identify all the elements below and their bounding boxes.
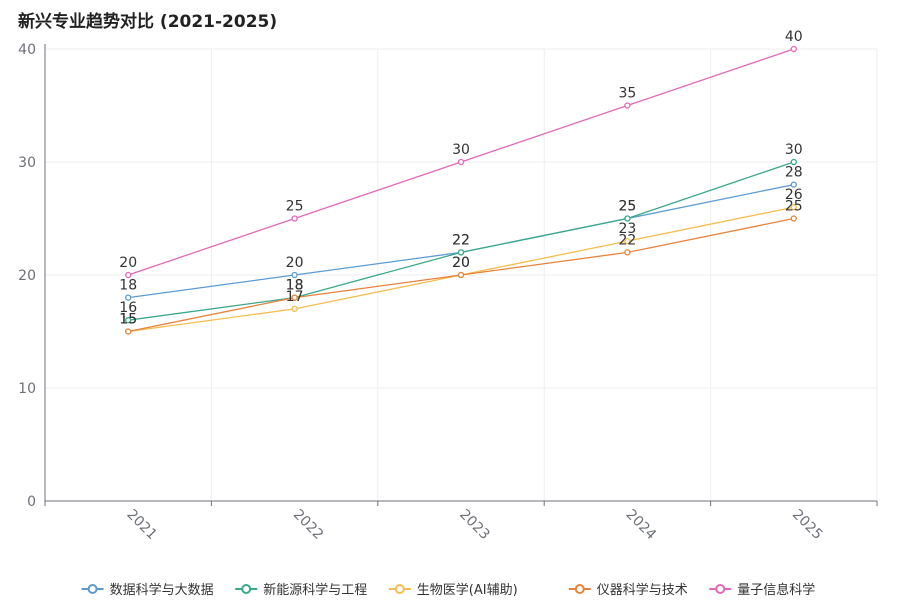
data-label: 25 [286, 199, 304, 215]
data-label: 25 [785, 199, 803, 215]
x-tick-label: 2024 [623, 507, 660, 544]
chart-title: 新兴专业趋势对比 (2021-2025) [18, 12, 278, 32]
data-label: 20 [452, 255, 470, 271]
legend-label: 数据科学与大数据 [110, 582, 214, 598]
data-label: 40 [785, 29, 803, 45]
legend-label: 量子信息科学 [737, 582, 815, 598]
data-point [291, 215, 298, 222]
data-point [624, 237, 631, 245]
legend-marker-icon [715, 584, 726, 594]
data-point [790, 204, 797, 211]
y-tick-label: 20 [18, 268, 36, 284]
data-label: 25 [618, 199, 636, 215]
data-point [790, 45, 797, 53]
legend-label: 生物医学(AI辅助) [417, 582, 518, 598]
legend-item[interactable]: 仪器科学与技术 [568, 582, 688, 598]
data-point [624, 215, 631, 222]
data-point [125, 328, 132, 335]
data-point [790, 215, 797, 222]
data-labels: 1820222528161822253015172023261518202225… [119, 29, 803, 328]
data-label: 30 [785, 142, 803, 158]
legend-item[interactable]: 生物医学(AI辅助) [388, 582, 518, 598]
data-label: 15 [119, 312, 137, 328]
x-tick-label: 2022 [290, 507, 327, 544]
data-label: 26 [785, 187, 803, 203]
data-point [624, 249, 631, 256]
data-label: 22 [452, 232, 470, 248]
data-label: 22 [618, 232, 636, 248]
data-point [790, 181, 797, 188]
y-tick-label: 40 [18, 42, 36, 58]
x-tick-label: 2025 [789, 507, 826, 544]
legend-label: 新能源科学与工程 [263, 582, 367, 598]
data-label: 25 [618, 199, 636, 215]
legend-label: 仪器科学与技术 [597, 582, 688, 598]
legend-marker-icon [394, 584, 405, 594]
legend-item[interactable]: 量子信息科学 [709, 582, 815, 598]
data-point [457, 271, 465, 279]
data-label: 18 [286, 278, 304, 294]
legend[interactable]: 数据科学与大数据 新能源科学与工程 生物医学(AI辅助) 仪器科学与技术 量子信息科学 [81, 582, 816, 598]
x-tick-label: 2021 [123, 507, 160, 544]
y-tick-label: 30 [18, 155, 36, 171]
data-point [125, 271, 132, 279]
data-label: 18 [119, 278, 137, 294]
data-label: 20 [452, 255, 470, 271]
data-label: 18 [286, 278, 304, 294]
data-point [125, 294, 132, 301]
data-point [291, 271, 298, 279]
data-label: 23 [618, 221, 636, 237]
data-point [624, 102, 631, 109]
legend-marker-icon [241, 584, 252, 594]
data-label: 20 [119, 255, 137, 271]
data-point [790, 158, 797, 166]
data-label: 16 [119, 300, 137, 316]
legend-marker-icon [574, 584, 585, 594]
y-tick-label: 10 [18, 381, 36, 397]
data-label: 20 [286, 255, 304, 271]
legend-item[interactable]: 新能源科学与工程 [235, 582, 367, 598]
legend-marker-icon [87, 584, 98, 594]
legend-item[interactable]: 数据科学与大数据 [81, 582, 214, 598]
data-point [291, 294, 298, 301]
data-point [291, 305, 298, 313]
data-point [457, 249, 465, 256]
data-point [125, 317, 132, 324]
series-lines [125, 45, 797, 335]
data-point [457, 158, 465, 166]
data-label: 35 [618, 86, 636, 102]
data-label: 15 [119, 312, 137, 328]
data-label: 17 [286, 289, 304, 305]
data-label: 30 [452, 142, 470, 158]
data-label: 22 [452, 232, 470, 248]
y-tick-label: 0 [27, 494, 36, 510]
data-label: 28 [785, 165, 803, 181]
x-tick-label: 2023 [456, 507, 493, 544]
